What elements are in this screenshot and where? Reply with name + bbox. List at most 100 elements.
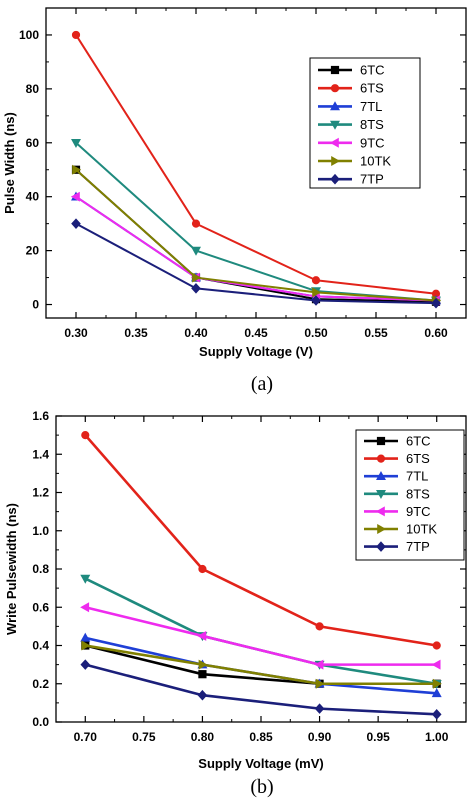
x-tick-label: 0.90 (308, 730, 332, 744)
data-point-6TS (198, 564, 207, 574)
series-line-9TC (84, 605, 437, 666)
data-point-7TP (71, 218, 81, 229)
chart-panel-a: 0.30 0.35 0.40 0.45 0.50 0.55 0.60 0 20 40 60 80 100… (2, 7, 467, 395)
data-point-8TS (191, 246, 201, 256)
y-tick-label: 80 (26, 82, 40, 96)
legend-marker-6TS (376, 454, 386, 463)
data-point-10TK (315, 678, 325, 689)
y-tick-label: 1.2 (32, 486, 49, 500)
data-point-8TS (80, 574, 91, 584)
x-axis-title: Supply Voltage (V) (199, 344, 313, 359)
data-point-6TS (81, 431, 90, 440)
legend-label-9TC: 9TC (406, 504, 431, 519)
x-tick-label: 0.85 (249, 730, 273, 744)
legend-marker-10TK (331, 156, 341, 166)
data-point-6TC (198, 670, 207, 679)
data-point-9TC (197, 630, 207, 641)
y-tick-label: 0.8 (32, 562, 49, 576)
series-line-7TP (84, 663, 437, 716)
x-tick-label: 0.55 (364, 326, 388, 340)
legend-label-6TS: 6TS (406, 451, 430, 466)
legend-label-7TL: 7TL (360, 99, 382, 114)
x-tick-label: 0.75 (132, 730, 156, 744)
series-line-8TS (84, 577, 437, 686)
legend-marker-7TP (376, 541, 386, 552)
data-point-6TS (432, 641, 441, 650)
data-point-6TS (71, 30, 81, 40)
x-tick-label: 0.80 (191, 730, 215, 744)
data-point-9TC (80, 602, 90, 613)
legend-marker-9TC (329, 137, 339, 148)
data-point-7TP (311, 295, 321, 306)
data-point-10TK (81, 640, 91, 651)
data-point-7TP (431, 297, 441, 309)
legend-label-10TK: 10TK (406, 522, 437, 537)
x-tick-label: 1.00 (425, 730, 449, 744)
legend-marker-8TS (330, 120, 340, 130)
legend-label-6TS: 6TS (360, 81, 384, 96)
legend-marker-8TS (376, 489, 386, 499)
series-line-10TK (75, 168, 437, 302)
legend-marker-9TC (375, 506, 385, 517)
y-tick-label: 60 (26, 136, 40, 150)
x-tick-label: 0.50 (304, 326, 328, 340)
x-tick-label: 0.35 (124, 326, 148, 340)
x-tick-label: 0.95 (366, 730, 390, 744)
data-point-9TC (431, 659, 441, 670)
legend-label-8TS: 8TS (360, 117, 384, 132)
panel-label: (b) (250, 776, 273, 798)
data-point-7TP (191, 283, 201, 294)
legend-label-8TS: 8TS (406, 486, 430, 501)
series-line-6TC (75, 168, 437, 303)
y-tick-label: 0.4 (32, 639, 49, 653)
data-point-7TP (314, 703, 325, 714)
legend-marker-10TK (377, 524, 387, 534)
legend-label-10TK: 10TK (360, 154, 391, 169)
data-point-7TP (80, 659, 91, 670)
data-point-10TK (72, 164, 82, 175)
data-point-10TK (198, 659, 208, 670)
data-point-7TL (80, 632, 91, 642)
legend-marker-6TC (376, 436, 386, 446)
x-axis-title: Supply Voltage (mV) (198, 756, 323, 771)
series-line-7TP (75, 222, 437, 305)
data-point-6TS (311, 276, 321, 285)
legend-label-9TC: 9TC (360, 135, 385, 150)
legend: 6TC 6TS 7TL 8TS 9TC 10TK 7TP (355, 429, 465, 561)
y-tick-label: 1.4 (32, 447, 49, 461)
y-axis-title: Pulse Width (ns) (2, 112, 17, 214)
data-point-7TP (197, 689, 208, 701)
legend-marker-7TP (330, 173, 340, 185)
data-point-10TK (312, 287, 322, 298)
y-tick-label: 40 (26, 190, 40, 204)
y-tick-label: 20 (26, 244, 40, 258)
legend-marker-7TL (330, 101, 340, 111)
data-point-10TK (192, 272, 202, 283)
x-tick-label: 0.60 (424, 326, 448, 340)
legend-label-7TL: 7TL (406, 469, 428, 484)
data-point-7TL (431, 688, 442, 698)
data-point-9TC (70, 191, 80, 202)
y-axis-title: Write Pulsewidth (ns) (4, 503, 19, 635)
legend: 6TC 6TS 7TL 8TS 9TC 10TK 7TP (309, 57, 421, 189)
y-tick-label: 1.6 (32, 409, 49, 423)
data-point-7TP (431, 709, 442, 720)
legend-label-7TP: 7TP (360, 172, 384, 187)
x-tick-label: 0.70 (74, 730, 98, 744)
y-tick-label: 0 (32, 298, 39, 312)
data-point-10TK (432, 678, 442, 689)
series-line-9TC (75, 195, 437, 302)
x-tick-label: 0.40 (184, 326, 208, 340)
y-tick-label: 100 (19, 28, 39, 42)
data-point-9TC (314, 659, 324, 670)
panel-label: (a) (251, 373, 273, 395)
legend-label-7TP: 7TP (406, 539, 430, 554)
data-point-6TS (191, 219, 201, 228)
legend-label-6TC: 6TC (360, 63, 385, 78)
series-line-10TK (85, 644, 437, 686)
x-tick-label: 0.45 (244, 326, 268, 340)
legend-label-6TC: 6TC (406, 434, 431, 449)
y-tick-label: 0.0 (32, 715, 49, 729)
chart-panel-b: 0.70 0.75 0.80 0.85 0.90 0.95 1.00 0.0 0.2 0.4 0.6… (4, 409, 467, 798)
legend-marker-7TL (376, 471, 386, 481)
